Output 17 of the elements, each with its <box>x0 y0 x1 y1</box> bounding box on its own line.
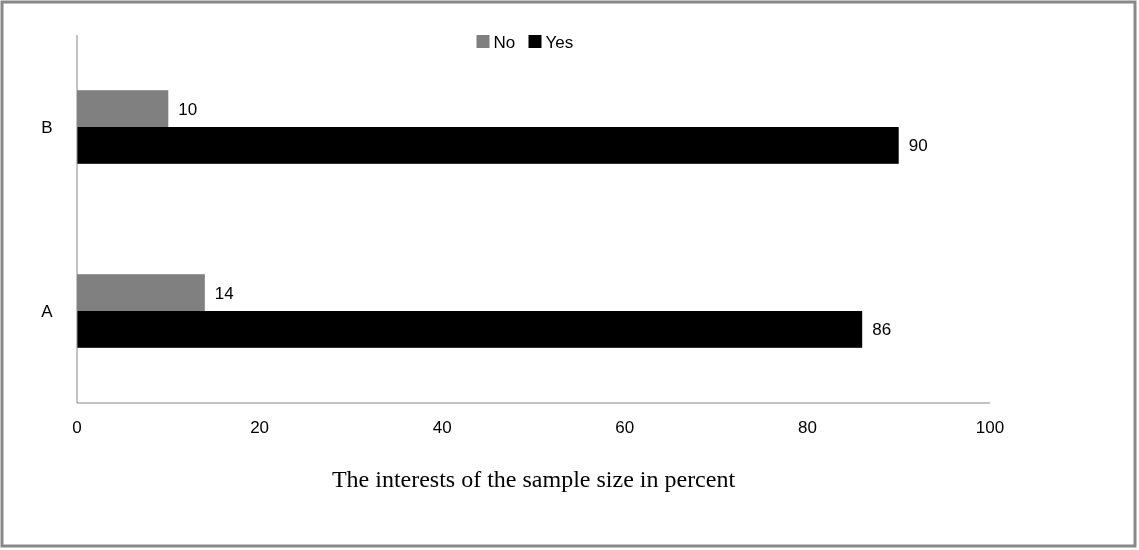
data-label: 90 <box>908 136 928 156</box>
y-tick-label: B <box>41 117 53 137</box>
legend-label: Yes <box>545 32 574 52</box>
x-tick-label: 60 <box>615 418 635 437</box>
x-tick-label: 0 <box>72 418 82 437</box>
x-tick-label: 40 <box>432 418 452 437</box>
data-label: 10 <box>178 99 198 119</box>
x-tick-label: 80 <box>797 418 817 437</box>
y-tick-label: A <box>41 301 54 321</box>
x-axis-title: The interests of the sample size in percent <box>331 466 736 492</box>
legend-label: No <box>493 32 516 52</box>
data-label: 14 <box>214 283 234 303</box>
data-label: 86 <box>872 320 892 340</box>
x-tick-label: 20 <box>250 418 270 437</box>
bar <box>77 127 899 164</box>
x-tick-label: 100 <box>975 418 1005 437</box>
bar <box>77 311 863 348</box>
